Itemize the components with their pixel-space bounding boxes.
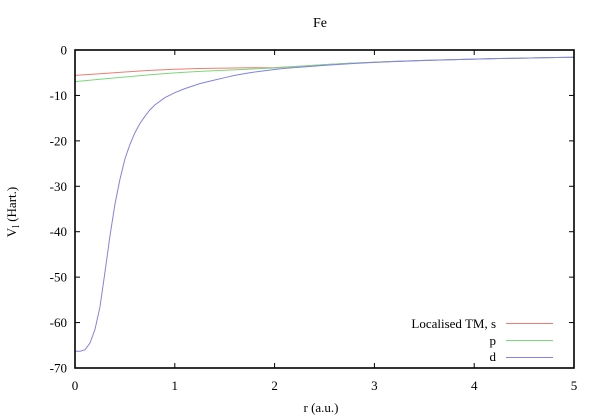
x-tick-label: 2 <box>271 378 278 393</box>
y-axis-label-base: V <box>4 227 19 237</box>
curve-d <box>75 56 575 352</box>
legend-label-d: d <box>490 349 497 364</box>
y-tick-label: -70 <box>50 361 67 376</box>
x-tick-label: 0 <box>72 378 79 393</box>
y-tick-label: -50 <box>50 270 67 285</box>
y-axis-label-subscript: l <box>11 225 22 228</box>
plot-border <box>74 49 575 369</box>
y-axis-label: Vl (Hart.) <box>4 187 22 237</box>
x-tick-label: 5 <box>571 378 578 393</box>
y-tick-label: -60 <box>50 315 67 330</box>
curve-p <box>74 56 575 83</box>
chart-title: Fe <box>313 16 327 31</box>
y-tick-label: 0 <box>61 43 68 58</box>
legend: Localised TM, s p d <box>411 316 553 364</box>
x-axis-label: r (a.u.) <box>303 400 338 415</box>
x-tick-label: 3 <box>371 378 378 393</box>
x-tick-label: 1 <box>172 378 179 393</box>
y-tick-label: -10 <box>50 88 67 103</box>
y-tick-label: -40 <box>50 224 67 239</box>
legend-label-s: Localised TM, s <box>411 316 496 331</box>
chart-generated-layer: 0 1 2 3 4 5 0 -10 -20 -30 -40 -50 -60 -70 <box>50 43 578 394</box>
y-tick-label: -30 <box>50 179 67 194</box>
legend-label-p: p <box>490 333 497 348</box>
y-axis-label-rest: (Hart.) <box>4 187 19 225</box>
curve-s <box>74 56 575 76</box>
x-tick-label: 4 <box>471 378 478 393</box>
y-tick-label: -20 <box>50 133 67 148</box>
